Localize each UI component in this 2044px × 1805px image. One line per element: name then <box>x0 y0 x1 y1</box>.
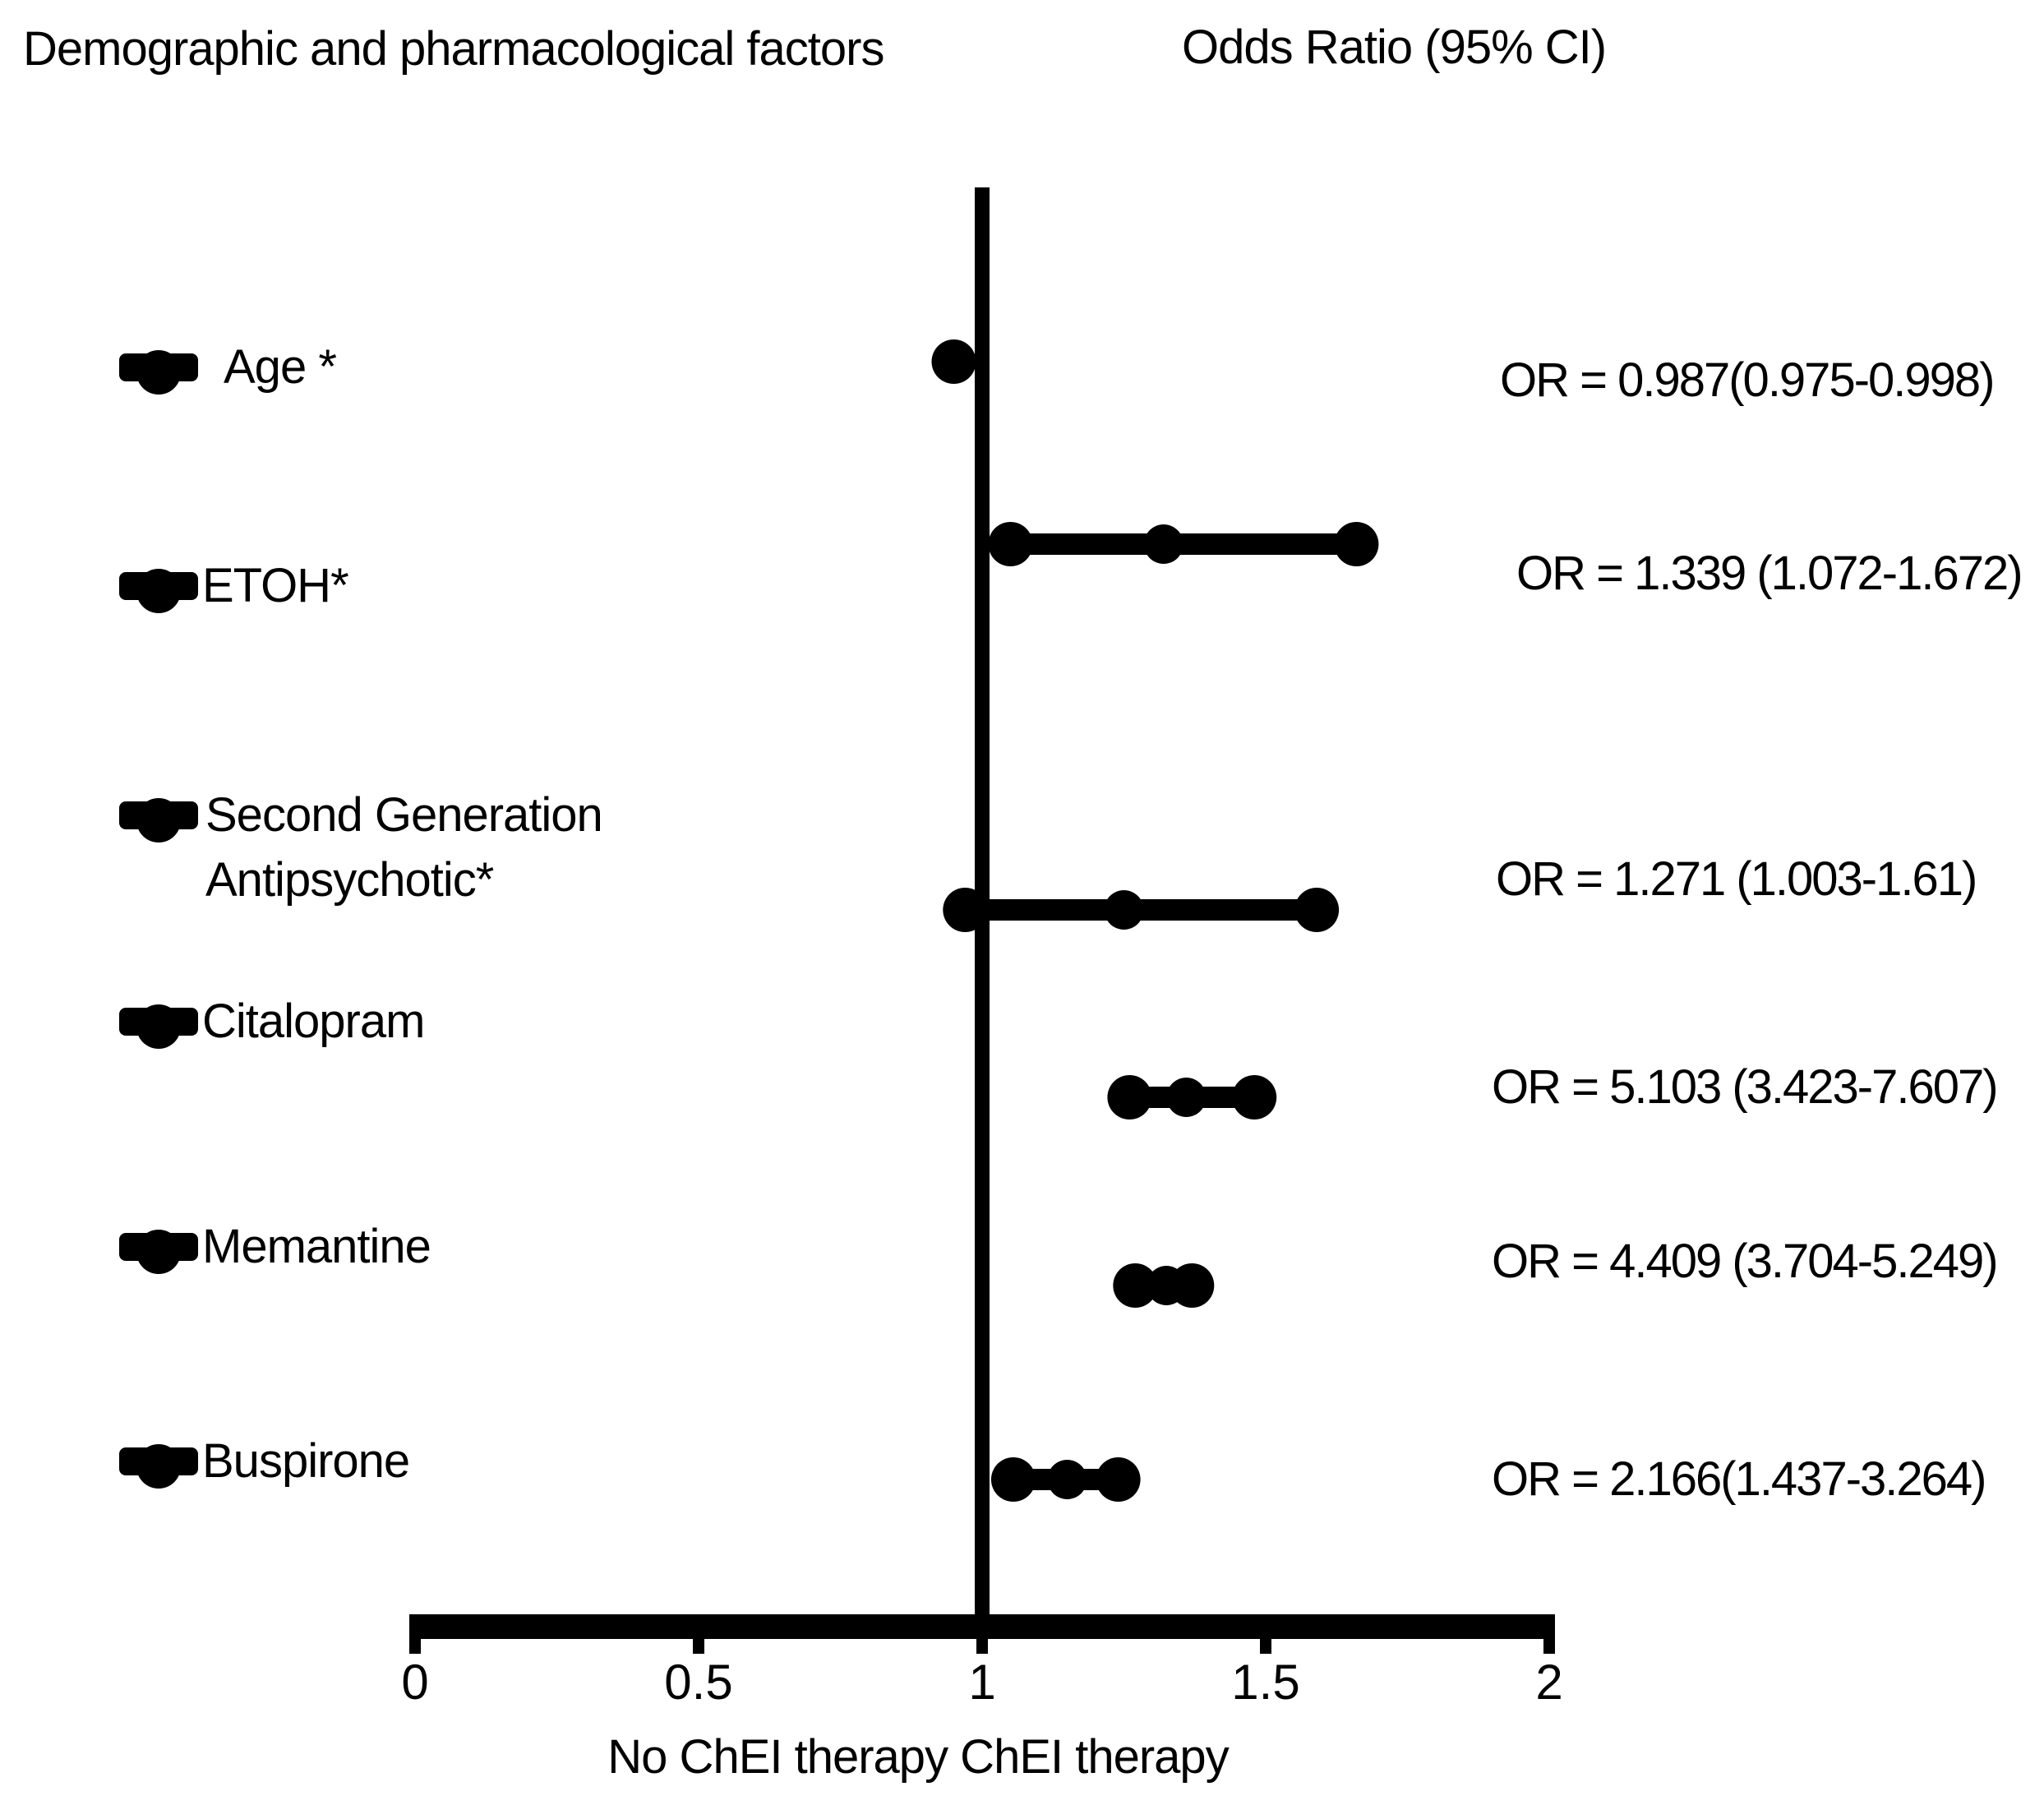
odds-ratio-text: OR = 1.339 (1.072-1.672) <box>1516 546 2023 600</box>
row-label-line: Buspirone <box>202 1434 410 1488</box>
x-axis-tick-label: 0.5 <box>664 1655 733 1710</box>
point-estimate-dot <box>1166 1078 1207 1117</box>
x-axis-tick <box>693 1614 704 1654</box>
point-estimate-dot <box>1334 522 1379 566</box>
row-label: Buspirone <box>202 1429 410 1493</box>
forest-marker-icon <box>119 1004 198 1049</box>
forest-marker-icon <box>119 569 198 613</box>
x-axis-tick-label: 1 <box>968 1655 996 1710</box>
row-label-line: Memantine <box>202 1220 431 1273</box>
x-axis-tick-label: 2 <box>1535 1655 1563 1710</box>
point-estimate-dot <box>1294 888 1340 932</box>
row-label-line: Antipsychotic* <box>205 853 494 907</box>
point-estimate-dot <box>1096 1457 1141 1502</box>
x-axis-tick-label: 0 <box>401 1655 429 1710</box>
row-label-line: Age * <box>224 340 337 394</box>
x-axis-tick <box>409 1614 421 1654</box>
point-estimate-dot <box>1232 1075 1277 1119</box>
left-column-header: Demographic and pharmacological factors <box>23 22 884 76</box>
forest-marker-icon <box>119 350 198 395</box>
odds-ratio-text: OR = 1.271 (1.003-1.61) <box>1496 852 1977 906</box>
forest-marker-icon <box>119 1444 198 1489</box>
point-estimate-dot <box>1104 890 1144 930</box>
point-estimate-dot <box>1170 1263 1215 1308</box>
right-column-header: Odds Ratio (95% CI) <box>1182 21 1607 74</box>
x-axis-tick <box>976 1614 988 1654</box>
point-estimate-dot <box>1047 1460 1087 1499</box>
point-estimate-dot <box>931 339 976 384</box>
row-label: Second Generation Antipsychotic* <box>205 782 603 912</box>
point-estimate-dot <box>988 522 1033 566</box>
point-estimate-dot <box>1107 1075 1152 1119</box>
row-label: ETOH* <box>202 553 349 618</box>
row-label-line: ETOH* <box>202 559 349 612</box>
odds-ratio-text: OR = 5.103 (3.423-7.607) <box>1492 1059 1999 1114</box>
row-label: Citalopram <box>202 989 425 1054</box>
point-estimate-dot <box>990 1457 1036 1502</box>
odds-ratio-text: OR = 4.409 (3.704-5.249) <box>1492 1234 1999 1288</box>
point-estimate-dot <box>943 888 988 932</box>
odds-ratio-text: OR = 2.166(1.437-3.264) <box>1492 1452 1986 1506</box>
x-axis-tick <box>1543 1614 1555 1654</box>
row-label: Memantine <box>202 1214 431 1279</box>
row-label-line: Second Generation <box>205 788 603 842</box>
row-label: Age * <box>224 335 337 399</box>
row-label-line: Citalopram <box>202 995 425 1048</box>
x-axis-tick-label: 1.5 <box>1231 1655 1300 1710</box>
point-estimate-dot <box>1113 1263 1158 1308</box>
x-axis-title: No ChEI therapy ChEI therapy <box>607 1730 1229 1784</box>
forest-marker-icon <box>119 1230 198 1274</box>
odds-ratio-text: OR = 0.987(0.975-0.998) <box>1500 353 1995 407</box>
point-estimate-dot <box>1143 524 1183 564</box>
x-axis-tick <box>1260 1614 1271 1654</box>
forest-marker-icon <box>119 798 198 842</box>
